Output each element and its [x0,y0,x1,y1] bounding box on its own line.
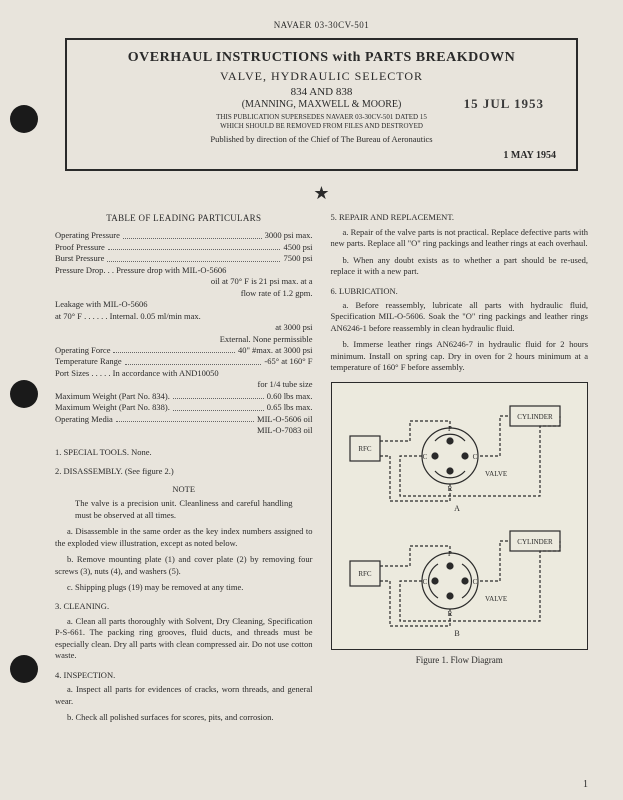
doc-id: NAVAER 03-30CV-501 [55,20,588,30]
star-separator: ★ [55,183,588,204]
particulars-heading: TABLE OF LEADING PARTICULARS [55,212,313,224]
svg-text:C: C [472,453,477,461]
svg-text:C: C [422,453,427,461]
particulars-table: Operating Pressure3000 psi max. Proof Pr… [55,230,313,436]
title-supersede: THIS PUBLICATION SUPERSEDES NAVAER 03-30… [87,113,556,131]
note-heading: NOTE [55,484,313,495]
diagram-caption: Figure 1. Flow Diagram [331,654,589,666]
section-5: 5. REPAIR AND REPLACEMENT. [331,212,589,223]
svg-text:CYLINDER: CYLINDER [517,413,553,421]
s4a: a. Inspect all parts for evidences of cr… [55,684,313,707]
binder-hole [10,105,38,133]
s6a: a. Before reassembly, lubricate all part… [331,300,589,334]
flow-diagram-svg: RFC CYLINDER P C C R VAL [340,391,575,641]
svg-text:RFC: RFC [358,445,372,453]
flow-diagram: RFC CYLINDER P C C R VAL [331,382,589,650]
title-main: OVERHAUL INSTRUCTIONS with PARTS BREAKDO… [87,50,556,66]
right-column: 5. REPAIR AND REPLACEMENT. a. Repair of … [331,212,589,728]
svg-text:CYLINDER: CYLINDER [517,538,553,546]
section-3: 3. CLEANING. [55,601,313,612]
binder-hole [10,380,38,408]
s4b: b. Check all polished surfaces for score… [55,712,313,723]
date-stamp: 15 JUL 1953 [464,96,544,112]
svg-text:VALVE: VALVE [485,470,507,478]
s2a: a. Disassemble in the same order as the … [55,526,313,549]
s5a: a. Repair of the valve parts is not prac… [331,227,589,250]
s2b: b. Remove mounting plate (1) and cover p… [55,554,313,577]
note-body: The valve is a precision unit. Cleanline… [55,498,313,521]
title-sub: VALVE, HYDRAULIC SELECTOR [87,69,556,84]
section-4: 4. INSPECTION. [55,670,313,681]
s2c: c. Shipping plugs (19) may be removed at… [55,582,313,593]
svg-text:VALVE: VALVE [485,595,507,603]
body-columns: TABLE OF LEADING PARTICULARS Operating P… [55,212,588,728]
svg-text:A: A [454,504,460,513]
svg-text:RFC: RFC [358,570,372,578]
section-6: 6. LUBRICATION. [331,286,589,297]
page-number: 1 [583,779,588,790]
section-2: 2. DISASSEMBLY. (See figure 2.) [55,466,313,477]
svg-text:B: B [454,629,459,638]
left-column: TABLE OF LEADING PARTICULARS Operating P… [55,212,313,728]
section-1: 1. SPECIAL TOOLS. None. [55,447,313,458]
title-publisher: Published by direction of the Chief of T… [87,134,556,144]
svg-text:C: C [472,578,477,586]
s6b: b. Immerse leather rings AN6246-7 in hyd… [331,339,589,373]
binder-hole [10,655,38,683]
title-box: OVERHAUL INSTRUCTIONS with PARTS BREAKDO… [65,38,578,171]
s3a: a. Clean all parts thoroughly with Solve… [55,616,313,662]
title-date: 1 MAY 1954 [87,150,556,161]
s5b: b. When any doubt exists as to whether a… [331,255,589,278]
svg-text:C: C [422,578,427,586]
